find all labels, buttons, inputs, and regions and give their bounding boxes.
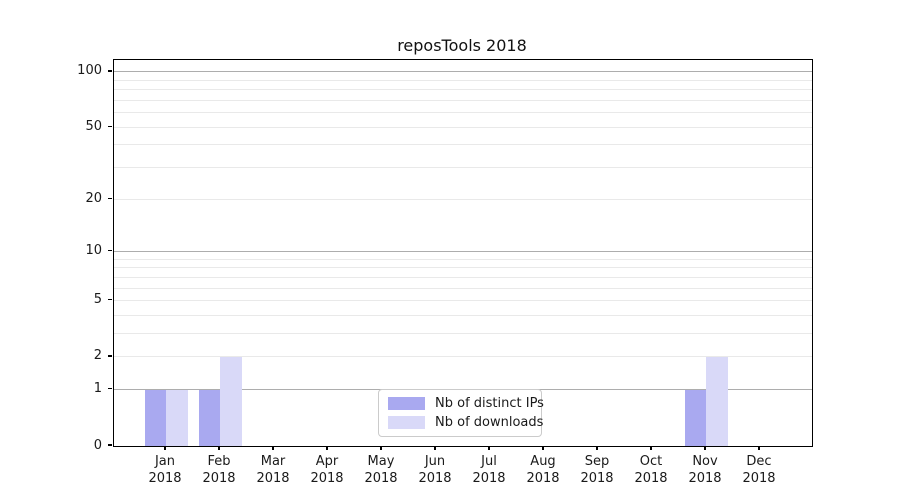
x-axis-tick <box>704 446 706 451</box>
bar <box>198 389 220 446</box>
x-axis-label: Aug 2018 <box>526 454 560 486</box>
gridline-major <box>114 251 812 253</box>
x-axis-tick <box>758 446 760 451</box>
bar <box>144 389 166 446</box>
x-axis-label: Apr 2018 <box>310 454 344 486</box>
gridline-major <box>114 71 812 73</box>
gridline-minor <box>114 300 812 302</box>
chart-title: reposTools 2018 <box>397 36 527 55</box>
x-axis-tick <box>488 446 490 451</box>
x-axis-tick <box>434 446 436 451</box>
legend-row: Nb of downloads <box>388 415 543 430</box>
y-axis-label: 1 <box>93 381 102 397</box>
x-axis-tick <box>650 446 652 451</box>
y-axis-tick <box>108 299 112 301</box>
gridline-minor <box>114 79 812 81</box>
x-axis-label: Oct 2018 <box>634 454 668 486</box>
y-axis-tick <box>108 388 112 390</box>
x-axis-tick <box>326 446 328 451</box>
gridline-minor <box>114 126 812 128</box>
bar <box>220 356 242 446</box>
legend-label: Nb of downloads <box>435 415 544 430</box>
x-axis-tick <box>542 446 544 451</box>
y-axis-label: 2 <box>93 348 102 364</box>
gridline-minor <box>114 144 812 146</box>
gridline-minor <box>114 287 812 289</box>
x-axis-label: Feb 2018 <box>202 454 236 486</box>
gridline-minor <box>114 99 812 101</box>
y-axis-tick <box>108 125 112 127</box>
legend-row: Nb of distinct IPs <box>388 396 544 411</box>
x-axis-label: Jul 2018 <box>472 454 506 486</box>
y-axis-label: 5 <box>93 292 102 308</box>
plot-area <box>113 59 813 447</box>
y-axis-label: 20 <box>85 190 102 206</box>
gridline-minor <box>114 333 812 335</box>
x-axis-label: Dec 2018 <box>742 454 776 486</box>
x-axis-label: Mar 2018 <box>256 454 290 486</box>
gridline-minor <box>114 258 812 260</box>
gridline-minor <box>114 167 812 169</box>
y-axis-tick <box>108 70 112 72</box>
y-axis-label: 50 <box>85 118 102 134</box>
gridline-minor <box>114 315 812 317</box>
x-axis-label: Nov 2018 <box>688 454 722 486</box>
y-axis-tick <box>108 197 112 199</box>
legend-swatch <box>388 397 425 410</box>
y-axis-tick <box>108 355 112 357</box>
x-axis-tick <box>596 446 598 451</box>
bar <box>684 389 706 446</box>
x-axis-label: May 2018 <box>364 454 398 486</box>
gridline-minor <box>114 89 812 91</box>
bar <box>166 389 188 446</box>
gridline-minor <box>114 198 812 200</box>
y-axis-label: 100 <box>77 63 102 79</box>
x-axis-tick <box>380 446 382 451</box>
legend-swatch <box>388 416 425 429</box>
y-axis-label: 0 <box>93 437 102 453</box>
gridline-minor <box>114 267 812 269</box>
x-axis-tick <box>272 446 274 451</box>
y-axis-tick <box>108 249 112 252</box>
x-axis-label: Jan 2018 <box>148 454 182 486</box>
gridline-minor <box>114 112 812 114</box>
x-axis-tick <box>164 446 166 451</box>
x-axis-tick <box>218 446 220 451</box>
legend-label: Nb of distinct IPs <box>435 396 544 411</box>
bar <box>706 356 728 446</box>
x-axis-label: Jun 2018 <box>418 454 452 486</box>
gridline-minor <box>114 356 812 358</box>
x-axis-label: Sep 2018 <box>580 454 614 486</box>
y-axis-tick <box>108 444 112 446</box>
y-axis-label: 10 <box>85 243 102 259</box>
gridline-minor <box>114 276 812 278</box>
legend: Nb of distinct IPs Nb of downloads <box>378 389 544 437</box>
